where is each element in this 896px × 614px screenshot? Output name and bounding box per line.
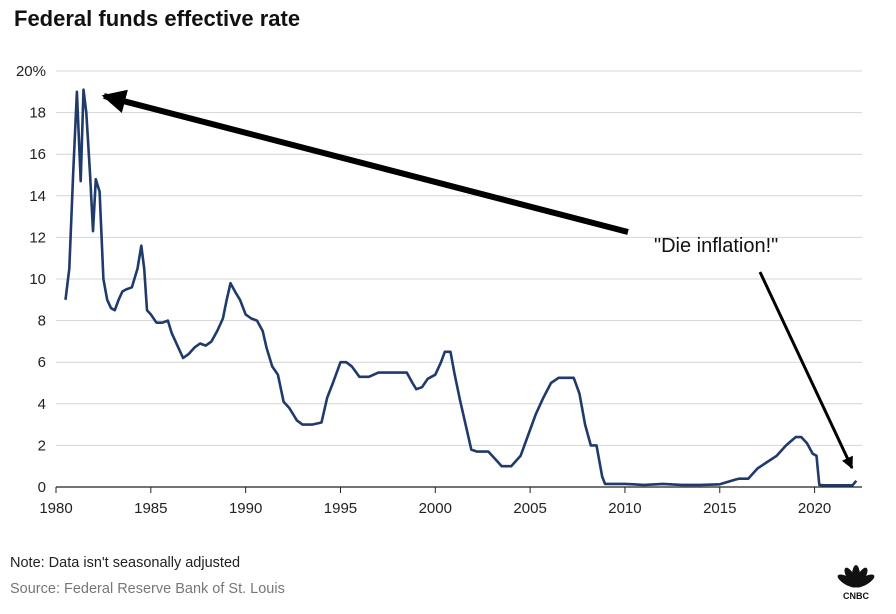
x-tick-label: 1995 bbox=[324, 500, 357, 517]
peacock-icon bbox=[837, 565, 875, 588]
y-tick-label: 6 bbox=[38, 354, 46, 371]
y-tick-label: 16 bbox=[29, 146, 46, 163]
x-tick-label: 2015 bbox=[703, 500, 736, 517]
annotation-arrow-peak bbox=[101, 89, 629, 235]
x-tick-label: 2020 bbox=[798, 500, 831, 517]
y-tick-label: 18 bbox=[29, 105, 46, 122]
y-tick-label: 14 bbox=[29, 188, 46, 205]
cnbc-peacock-logo: CNBC bbox=[837, 565, 875, 601]
footer-source: Source: Federal Reserve Bank of St. Loui… bbox=[10, 581, 285, 597]
y-tick-label: 8 bbox=[38, 313, 46, 330]
chart-title: Federal funds effective rate bbox=[14, 6, 301, 31]
annotation-text: "Die inflation!" bbox=[654, 235, 778, 257]
logo-text: CNBC bbox=[843, 591, 869, 601]
x-tick-label: 2010 bbox=[608, 500, 641, 517]
footer-note: Note: Data isn't seasonally adjusted bbox=[10, 555, 241, 571]
y-tick-label: 20% bbox=[16, 63, 46, 80]
gridlines bbox=[56, 70, 862, 446]
y-axis-ticks: 0 2 4 6 8 10 12 14 16 18 20% bbox=[16, 63, 46, 496]
annotation-arrow-recent bbox=[758, 271, 854, 470]
x-tick-label: 2000 bbox=[419, 500, 452, 517]
y-tick-label: 2 bbox=[38, 437, 46, 454]
y-tick-label: 12 bbox=[29, 229, 46, 246]
y-tick-label: 0 bbox=[38, 479, 46, 496]
x-axis-ticks: 1980 1985 1990 1995 2000 2005 2010 2015 2020 bbox=[39, 487, 831, 517]
x-tick-label: 1980 bbox=[39, 500, 72, 517]
series-layer bbox=[64, 88, 858, 487]
x-tick-label: 1985 bbox=[134, 500, 167, 517]
x-tick-label: 2005 bbox=[513, 500, 546, 517]
y-tick-label: 4 bbox=[38, 396, 46, 413]
y-tick-label: 10 bbox=[29, 271, 46, 288]
series-line-0 bbox=[64, 88, 858, 487]
x-tick-label: 1990 bbox=[229, 500, 262, 517]
